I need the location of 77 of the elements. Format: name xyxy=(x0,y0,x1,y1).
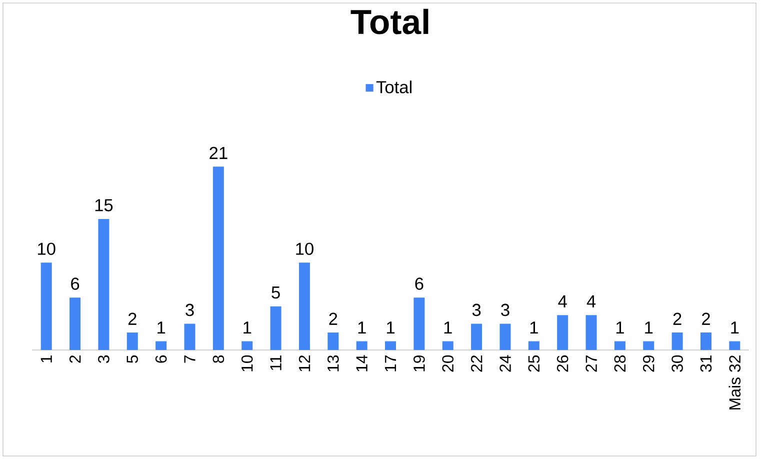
x-tick-label: 20 xyxy=(442,355,454,372)
bar xyxy=(70,298,81,350)
data-label: 4 xyxy=(558,295,567,308)
bar xyxy=(500,324,511,350)
bar xyxy=(242,341,253,350)
x-tick-label: Mais 32 xyxy=(728,356,741,410)
bar xyxy=(442,341,454,350)
data-label: 2 xyxy=(128,312,136,325)
bar xyxy=(40,262,52,350)
x-tick-label: 7 xyxy=(184,356,196,363)
x-tick-label: 13 xyxy=(327,355,339,372)
legend-label: Total xyxy=(376,80,412,94)
x-tick-label: 19 xyxy=(414,355,425,372)
data-label: 6 xyxy=(71,278,80,290)
x-tick-label: 5 xyxy=(126,355,138,363)
data-label: 1 xyxy=(387,322,394,334)
x-tick-label: 11 xyxy=(270,355,282,370)
x-tick-label: 28 xyxy=(614,355,626,372)
x-tick-label: 8 xyxy=(212,355,224,363)
x-tick-label: 12 xyxy=(298,356,310,372)
data-label: 3 xyxy=(186,304,194,316)
bar xyxy=(672,332,683,350)
data-label: 4 xyxy=(586,295,596,308)
bar xyxy=(729,341,740,350)
bar xyxy=(156,341,167,350)
bar xyxy=(385,341,396,350)
data-label: 2 xyxy=(702,312,710,325)
bar xyxy=(270,306,282,350)
data-label: 1 xyxy=(358,322,366,334)
data-label: 3 xyxy=(472,304,481,316)
data-label: 10 xyxy=(296,242,314,255)
data-label: 3 xyxy=(501,304,510,316)
x-tick-label: 2 xyxy=(69,356,81,363)
bar xyxy=(700,332,712,350)
x-tick-label: 14 xyxy=(356,355,368,372)
bar xyxy=(126,332,138,350)
chart-title: Total xyxy=(350,8,428,34)
bar xyxy=(356,341,368,350)
data-label: 1 xyxy=(530,322,538,334)
x-tick-label: 31 xyxy=(700,355,712,372)
data-label: 21 xyxy=(210,146,228,159)
data-label: 6 xyxy=(415,278,424,290)
data-label: 5 xyxy=(272,286,280,299)
data-label: 1 xyxy=(244,322,252,334)
x-tick-label: 6 xyxy=(155,355,167,363)
x-tick-label: 30 xyxy=(672,355,683,372)
data-label: 2 xyxy=(673,312,682,325)
x-tick-label: 3 xyxy=(98,355,110,363)
data-label: 1 xyxy=(645,322,653,334)
bar xyxy=(98,219,110,350)
data-label: 10 xyxy=(38,242,56,255)
data-label: 1 xyxy=(731,322,739,334)
bar xyxy=(414,298,425,350)
data-label: 1 xyxy=(616,322,624,334)
bar xyxy=(298,262,310,350)
bar xyxy=(328,332,339,350)
x-tick-label: 25 xyxy=(528,355,540,372)
x-tick-label: 1 xyxy=(40,355,52,362)
bar xyxy=(557,315,568,350)
bar xyxy=(184,324,196,350)
bar xyxy=(471,324,482,350)
x-tick-label: 22 xyxy=(470,356,482,372)
x-tick-label: 10 xyxy=(241,355,253,372)
bar xyxy=(643,341,654,350)
x-tick-label: 29 xyxy=(642,355,654,372)
data-label: 2 xyxy=(329,312,338,325)
x-tick-label: 17 xyxy=(385,356,396,372)
x-tick-label: 26 xyxy=(556,355,568,372)
x-tick-label: 24 xyxy=(500,355,511,372)
bar xyxy=(528,341,540,350)
data-label: 1 xyxy=(158,322,166,334)
x-tick-label: 27 xyxy=(586,356,597,372)
data-label: 1 xyxy=(444,322,452,334)
data-label: 15 xyxy=(95,199,113,212)
bar xyxy=(586,315,597,350)
bar xyxy=(212,166,224,350)
bar xyxy=(614,341,626,350)
